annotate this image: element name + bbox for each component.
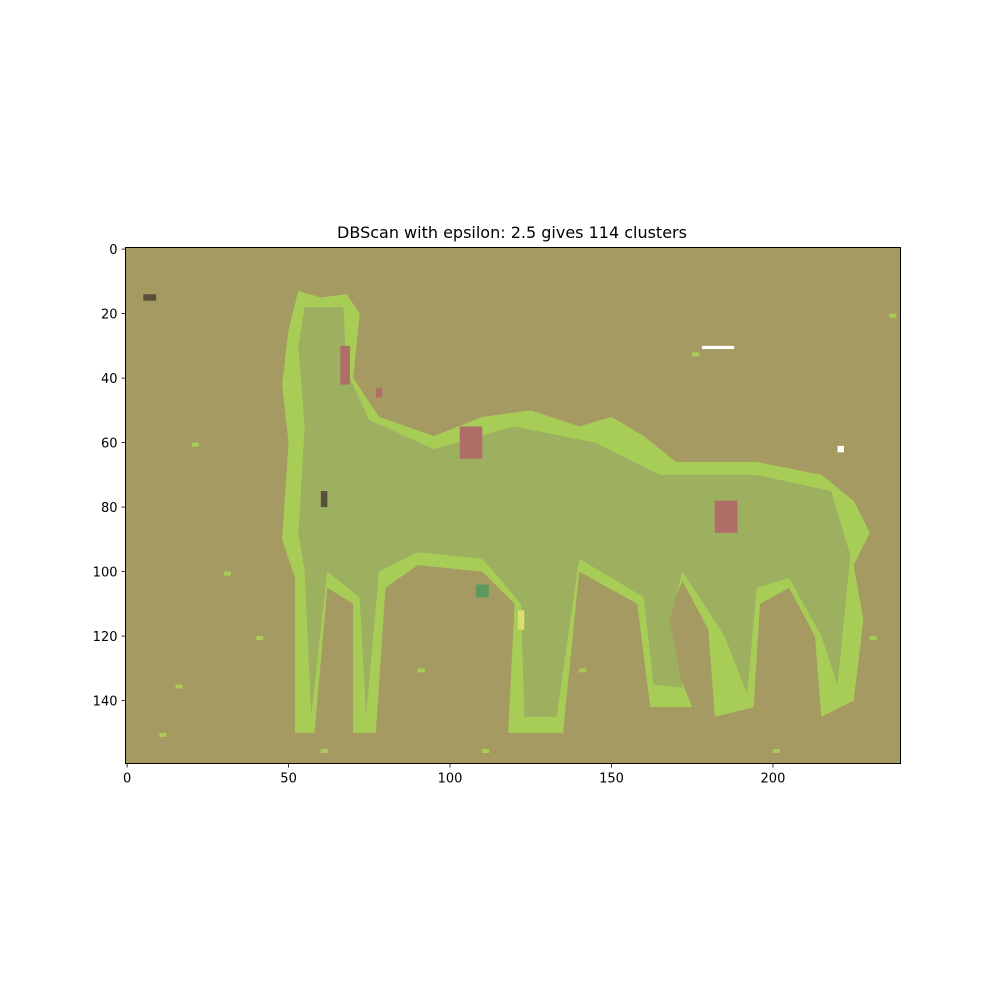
- cluster-fragment: [340, 345, 350, 385]
- y-axis: 0 20 40 60 80 100 120 140: [93, 243, 126, 710]
- noise-speck: [191, 442, 199, 447]
- axes-frame: [125, 247, 901, 764]
- cluster-fragment: [701, 345, 735, 350]
- noise-speck: [772, 748, 780, 753]
- cluster-fragment: [517, 610, 525, 630]
- x-axis: 0 50 100 150 200: [123, 763, 786, 787]
- cluster-fragment: [714, 500, 738, 533]
- noise-speck: [159, 732, 167, 737]
- plot-area: [125, 247, 901, 764]
- chart-title: DBScan with epsilon: 2.5 gives 114 clust…: [337, 223, 687, 242]
- noise-speck: [417, 668, 425, 673]
- x-tick-label: 100: [438, 772, 463, 787]
- x-tick-label: 50: [280, 772, 297, 787]
- cluster-fragment: [837, 445, 844, 453]
- cluster-fragment: [375, 387, 383, 398]
- y-tick-label: 0: [109, 243, 117, 258]
- cluster-regions: [143, 291, 897, 753]
- y-tick-label: 120: [93, 630, 118, 645]
- x-tick-label: 0: [123, 772, 131, 787]
- cluster-fragment: [320, 490, 328, 508]
- cluster-fragment: [475, 584, 489, 598]
- noise-speck: [223, 571, 231, 576]
- noise-speck: [889, 313, 897, 318]
- y-tick-label: 100: [93, 566, 118, 581]
- x-tick-label: 150: [599, 772, 624, 787]
- noise-speck: [869, 636, 877, 641]
- y-tick-label: 60: [101, 437, 118, 452]
- y-tick-label: 140: [93, 695, 118, 710]
- y-tick-label: 40: [101, 372, 118, 387]
- noise-speck: [692, 352, 700, 357]
- noise-speck: [256, 636, 264, 641]
- cluster-fragment: [143, 294, 157, 301]
- cluster-fragment: [459, 426, 483, 459]
- x-tick-label: 200: [761, 772, 786, 787]
- y-tick-label: 20: [101, 308, 118, 323]
- horse-body-region: [298, 307, 851, 717]
- noise-speck: [579, 668, 587, 673]
- noise-speck: [482, 748, 490, 753]
- noise-speck: [175, 684, 183, 689]
- noise-speck: [320, 748, 328, 753]
- y-tick-label: 80: [101, 501, 118, 516]
